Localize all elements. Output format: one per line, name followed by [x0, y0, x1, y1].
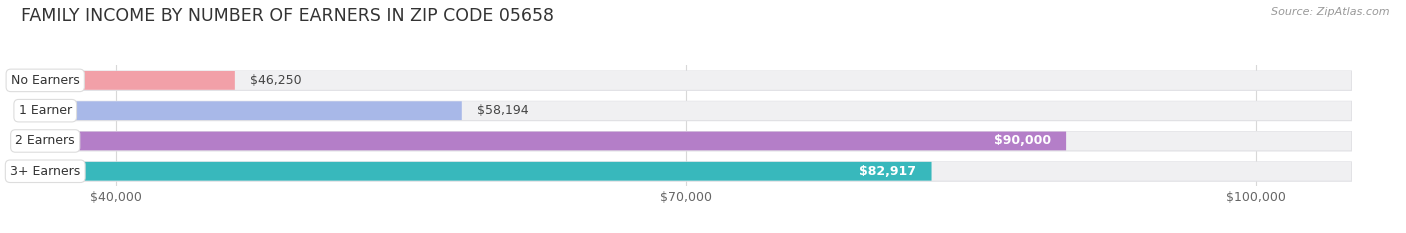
Text: $58,194: $58,194 — [477, 104, 529, 117]
Text: $46,250: $46,250 — [250, 74, 302, 87]
FancyBboxPatch shape — [21, 102, 1351, 120]
Text: 1 Earner: 1 Earner — [18, 104, 72, 117]
FancyBboxPatch shape — [21, 132, 1351, 151]
Text: FAMILY INCOME BY NUMBER OF EARNERS IN ZIP CODE 05658: FAMILY INCOME BY NUMBER OF EARNERS IN ZI… — [21, 7, 554, 25]
Text: Source: ZipAtlas.com: Source: ZipAtlas.com — [1271, 7, 1389, 17]
Text: 2 Earners: 2 Earners — [15, 134, 75, 147]
FancyBboxPatch shape — [21, 162, 1351, 181]
Text: 3+ Earners: 3+ Earners — [10, 165, 80, 178]
FancyBboxPatch shape — [21, 162, 932, 181]
FancyBboxPatch shape — [21, 132, 1066, 150]
FancyBboxPatch shape — [21, 71, 1351, 90]
FancyBboxPatch shape — [21, 101, 461, 120]
Text: No Earners: No Earners — [11, 74, 80, 87]
FancyBboxPatch shape — [21, 101, 1351, 120]
FancyBboxPatch shape — [21, 71, 1351, 90]
Text: $82,917: $82,917 — [859, 165, 917, 178]
FancyBboxPatch shape — [21, 71, 235, 90]
FancyBboxPatch shape — [21, 132, 1351, 150]
Text: $90,000: $90,000 — [994, 134, 1050, 147]
FancyBboxPatch shape — [21, 162, 1351, 181]
